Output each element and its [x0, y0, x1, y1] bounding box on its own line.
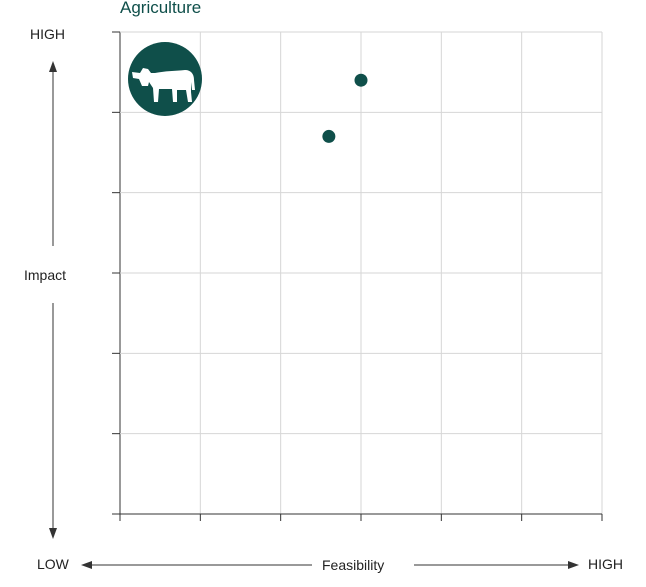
x-axis-low-label: LOW — [37, 556, 69, 572]
y-axis-high-label: HIGH — [30, 26, 65, 42]
chart-title: Agriculture — [120, 0, 202, 17]
x-arrow-right-head — [568, 561, 579, 569]
cow-icon — [128, 42, 202, 116]
y-arrow-up-head — [49, 61, 57, 72]
axis-arrows — [49, 61, 579, 569]
data-point — [322, 129, 336, 143]
x-axis-label: Feasibility — [322, 557, 385, 573]
y-axis-label: Impact — [24, 267, 67, 283]
y-arrow-down-head — [49, 528, 57, 539]
x-axis-high-label: HIGH — [588, 556, 623, 572]
data-point — [354, 73, 368, 87]
axis-ticks — [112, 31, 603, 521]
data-points — [322, 73, 368, 143]
x-arrow-left-head — [81, 561, 92, 569]
grid-lines — [119, 31, 603, 515]
